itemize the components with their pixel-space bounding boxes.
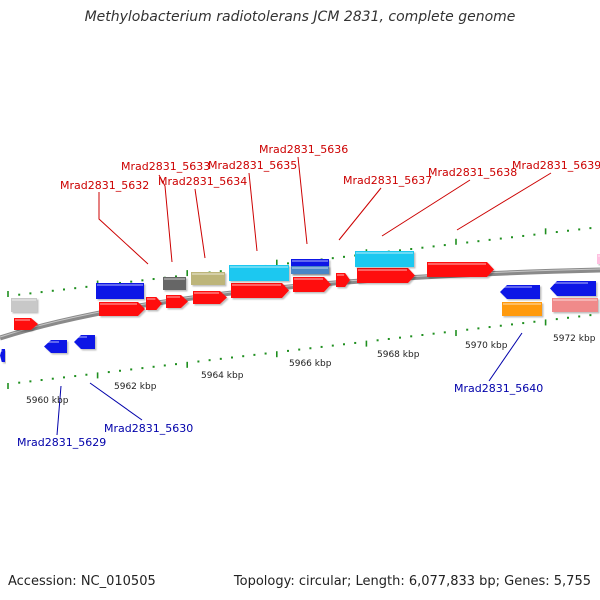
- gene-reverse-highlight: [292, 260, 328, 262]
- leader-line-5638: [381, 179, 471, 237]
- gene-forward-highlight: [294, 278, 323, 280]
- gene-forward[interactable]: [231, 283, 289, 298]
- gene-reverse-highlight: [97, 284, 143, 286]
- gene-features: [0, 251, 600, 362]
- label-leader-lines: [56, 156, 552, 436]
- scale-ticks-lower: [7, 314, 592, 389]
- gene-reverse[interactable]: [0, 349, 5, 362]
- gene-forward-highlight: [428, 263, 486, 265]
- gene-other[interactable]: [291, 266, 329, 274]
- gene-other[interactable]: [163, 277, 186, 290]
- scale-label-5972: 5972 kbp: [553, 334, 596, 344]
- gene-other-highlight: [503, 303, 541, 305]
- gene-forward-highlight: [15, 319, 30, 321]
- gene-forward[interactable]: [14, 318, 38, 330]
- gene-label-mrad2831-5640[interactable]: Mrad2831_5640: [454, 382, 543, 395]
- gene-label-mrad2831-5637[interactable]: Mrad2831_5637: [343, 174, 432, 187]
- topology-text: Topology: circular; Length: 6,077,833 bp…: [233, 574, 591, 589]
- gene-label-mrad2831-5629[interactable]: Mrad2831_5629: [17, 436, 106, 449]
- gene-other-highlight: [356, 252, 413, 254]
- scale-label-5960: 5960 kbp: [26, 396, 69, 406]
- gene-reverse[interactable]: [74, 335, 95, 349]
- leader-line-5639: [456, 172, 552, 231]
- scale-label-5962: 5962 kbp: [114, 382, 157, 392]
- gene-forward-highlight: [167, 296, 180, 298]
- gene-other-highlight: [553, 299, 597, 301]
- gene-other[interactable]: [191, 272, 225, 285]
- leader-line-5630: [89, 382, 143, 421]
- gene-reverse[interactable]: [500, 285, 540, 299]
- scale-label-5970: 5970 kbp: [465, 341, 508, 351]
- gene-forward-highlight: [100, 303, 137, 305]
- gene-reverse-highlight: [551, 282, 588, 284]
- leader-line-5640: [488, 332, 523, 382]
- gene-reverse-highlight: [45, 341, 59, 343]
- gene-other[interactable]: [502, 302, 542, 316]
- gene-forward[interactable]: [166, 295, 188, 308]
- gene-forward[interactable]: [357, 268, 415, 283]
- scale-label-5968: 5968 kbp: [377, 350, 420, 360]
- gene-label-mrad2831-5636[interactable]: Mrad2831_5636: [259, 143, 348, 156]
- gene-other[interactable]: [11, 298, 37, 312]
- gene-label-mrad2831-5632[interactable]: Mrad2831_5632: [60, 179, 149, 192]
- gene-reverse[interactable]: [44, 340, 67, 353]
- gene-forward-highlight: [232, 284, 281, 286]
- leader-line-5634: [194, 188, 206, 259]
- gene-reverse-highlight: [1, 350, 3, 352]
- gene-other[interactable]: [355, 251, 414, 267]
- gene-reverse-highlight: [501, 286, 532, 288]
- gene-forward[interactable]: [146, 297, 162, 310]
- leader-line-5633: [158, 174, 173, 263]
- gene-forward[interactable]: [427, 262, 494, 277]
- gene-other[interactable]: [597, 254, 600, 264]
- leader-line-5632: [98, 192, 149, 265]
- gene-other-highlight: [12, 299, 36, 301]
- gene-label-mrad2831-5635[interactable]: Mrad2831_5635: [208, 159, 297, 172]
- gene-label-mrad2831-5634[interactable]: Mrad2831_5634: [158, 175, 247, 188]
- gene-forward-highlight: [358, 269, 407, 271]
- scale-label-5964: 5964 kbp: [201, 371, 244, 381]
- gene-label-mrad2831-5638[interactable]: Mrad2831_5638: [428, 166, 517, 179]
- gene-forward[interactable]: [99, 302, 145, 316]
- gene-label-mrad2831-5639[interactable]: Mrad2831_5639: [512, 159, 600, 172]
- gene-other-highlight: [164, 278, 185, 280]
- gene-label-mrad2831-5633[interactable]: Mrad2831_5633: [121, 160, 210, 173]
- leader-line-5636: [297, 156, 308, 245]
- gene-reverse[interactable]: [550, 281, 596, 296]
- leader-line-5635: [248, 172, 258, 252]
- gene-other-highlight: [230, 266, 288, 268]
- leader-line-5629: [56, 385, 62, 436]
- gene-forward[interactable]: [336, 273, 350, 287]
- gene-forward[interactable]: [193, 291, 227, 304]
- gene-other[interactable]: [229, 265, 289, 281]
- gene-other-highlight: [292, 267, 328, 269]
- gene-reverse[interactable]: [96, 283, 144, 299]
- gene-label-mrad2831-5630[interactable]: Mrad2831_5630: [104, 422, 193, 435]
- gene-reverse-highlight: [75, 336, 87, 338]
- gene-other[interactable]: [552, 298, 598, 312]
- scale-label-5966: 5966 kbp: [289, 359, 332, 369]
- gene-other-highlight: [598, 255, 600, 257]
- gene-other-highlight: [192, 273, 224, 275]
- gene-forward-highlight: [337, 274, 345, 276]
- gene-forward[interactable]: [293, 277, 331, 292]
- leader-line-5637: [338, 187, 382, 241]
- accession-text: Accession: NC_010505: [8, 574, 156, 589]
- genome-title: Methylobacterium radiotolerans JCM 2831,…: [84, 9, 516, 25]
- gene-forward-highlight: [147, 298, 156, 300]
- gene-forward-highlight: [194, 292, 219, 294]
